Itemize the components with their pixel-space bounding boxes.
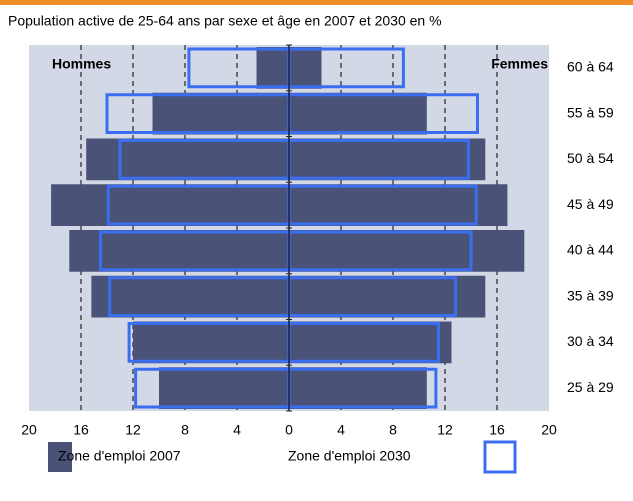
category-label: 25 à 29 [567,379,614,395]
bar [256,47,289,89]
x-tick-label: 16 [73,422,89,438]
x-tick-label: 12 [125,422,141,438]
category-label: 40 à 44 [567,242,614,258]
category-label: 55 à 59 [567,104,614,120]
bar [152,92,289,135]
right-label: Femmes [491,56,548,72]
x-tick-label: 4 [233,422,241,438]
bar [69,230,289,272]
bar [91,275,290,318]
x-tick-label: 12 [437,422,453,438]
bar [289,184,508,226]
bar [86,138,289,181]
category-label: 45 à 49 [567,196,614,212]
legend-label: Zone d'emploi 2007 [58,448,181,464]
x-tick-label: 20 [541,422,557,438]
bar [289,92,427,135]
category-label: 60 à 64 [567,59,614,75]
x-tick-label: 4 [337,422,345,438]
x-tick-label: 16 [489,422,505,438]
bar [51,184,289,226]
legend-label: Zone d'emploi 2030 [288,448,411,464]
chart-title: Population active de 25-64 ans par sexe … [8,13,442,29]
category-label: 35 à 39 [567,287,614,303]
bar [289,321,452,364]
category-label: 50 à 54 [567,150,614,166]
x-tick-label: 8 [181,422,189,438]
x-tick-label: 0 [285,422,293,438]
x-tick-label: 8 [389,422,397,438]
bar [159,367,289,409]
bar [289,275,486,318]
top-bar [0,0,633,5]
legend-swatch [483,440,517,474]
bar [289,367,427,409]
legend-swatch [48,442,72,472]
category-label: 30 à 34 [567,333,614,349]
bar [289,138,486,181]
x-tick-label: 20 [21,422,37,438]
bar [289,47,322,89]
bar [133,321,289,364]
bar [289,230,525,272]
left-label: Hommes [52,56,111,72]
